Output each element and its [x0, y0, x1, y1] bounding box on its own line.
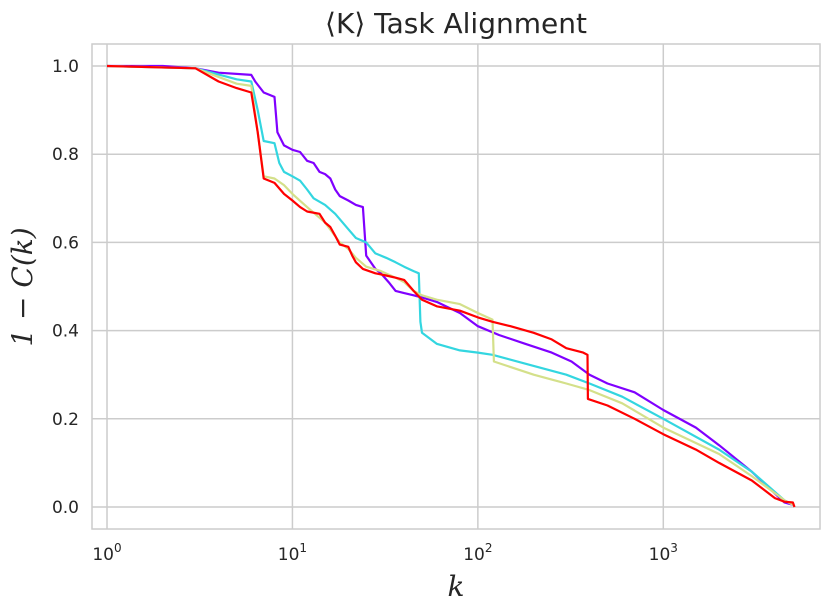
plot-background [92, 44, 820, 529]
x-tick-labels: 100 101 102 103 [92, 541, 678, 565]
y-tick-label: 1.0 [52, 57, 79, 77]
y-tick-label: 0.4 [52, 322, 79, 342]
series-line-1 [107, 64, 794, 506]
y-tick-labels: 0.0 0.2 0.4 0.6 0.8 1.0 [52, 57, 79, 518]
y-tick-label: 0.6 [52, 233, 79, 253]
y-axis-label: 1 − C(k) [6, 227, 39, 346]
x-tick-label: 102 [463, 541, 492, 565]
y-tick-label: 0.2 [52, 410, 79, 430]
series-line-2 [106, 64, 794, 506]
x-tick-label: 100 [92, 541, 121, 565]
grid-lines [92, 44, 820, 529]
chart-title: ⟨K⟩ Task Alignment [325, 7, 587, 40]
series-line-4 [106, 64, 796, 508]
plot-frame [91, 43, 821, 530]
x-axis-label: k [448, 570, 465, 603]
series-layer [106, 64, 796, 508]
x-tick-label: 101 [278, 541, 307, 565]
y-tick-label: 0.0 [52, 498, 79, 518]
x-tick-label: 103 [649, 541, 678, 565]
y-tick-label: 0.8 [52, 145, 79, 165]
